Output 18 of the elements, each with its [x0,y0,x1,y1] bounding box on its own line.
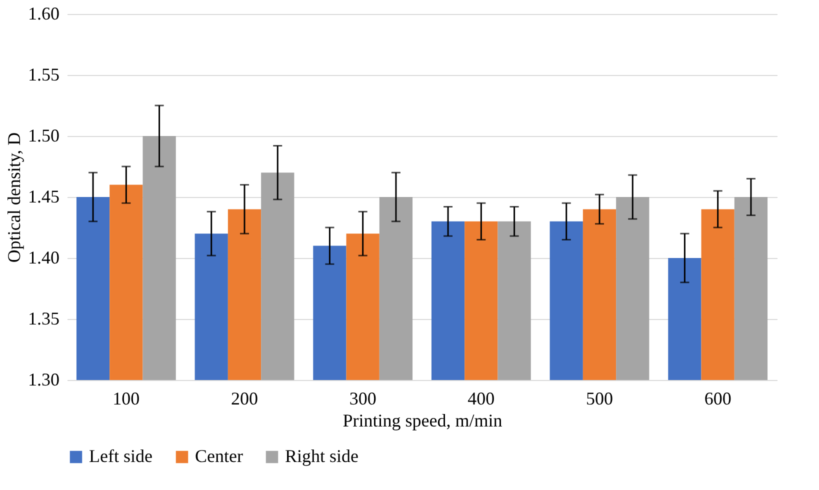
legend-label: Center [195,446,243,466]
y-tick-label: 1.40 [28,248,60,268]
x-tick-label: 600 [704,388,732,408]
y-axis-title: Optical density, D [4,132,24,263]
x-axis-title: Printing speed, m/min [342,410,502,430]
x-tick-label: 100 [112,388,140,408]
x-tick-label: 400 [468,388,495,408]
legend-label: Left side [89,446,152,466]
y-tick-label: 1.30 [28,370,60,390]
legend-label: Right side [285,446,359,466]
y-tick-label: 1.55 [28,64,60,84]
y-tick-label: 1.45 [28,186,60,206]
x-tick-label: 300 [349,388,376,408]
y-tick-label: 1.50 [28,126,60,146]
x-tick-label: 200 [231,388,258,408]
y-tick-label: 1.60 [28,4,60,24]
x-tick-label: 500 [586,388,613,408]
y-tick-label: 1.35 [28,308,60,328]
